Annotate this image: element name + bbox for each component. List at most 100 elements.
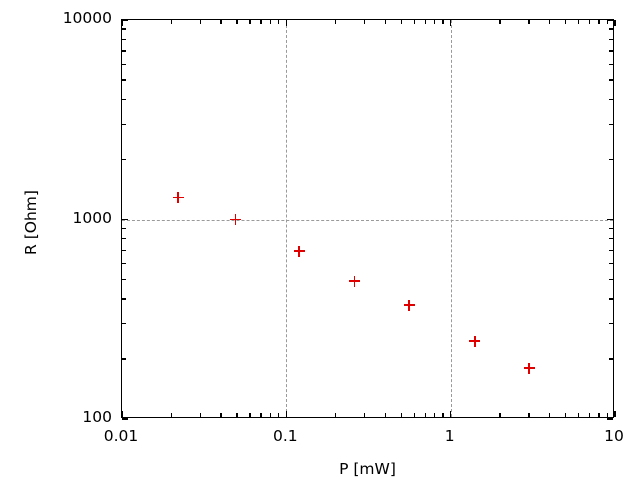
x-tick-top-major <box>285 20 287 26</box>
y-tick-right-major <box>607 218 613 221</box>
x-tick-top-major <box>450 20 452 26</box>
x-tick-minor <box>269 413 272 417</box>
x-tick-top-minor <box>442 20 444 24</box>
y-tick-minor <box>122 50 126 52</box>
y-tick-right-major <box>607 19 613 21</box>
x-tick-top-minor <box>278 20 280 24</box>
y-tick-right-minor <box>609 358 613 360</box>
x-tick-minor <box>598 413 600 417</box>
x-tick-top-minor <box>260 20 262 24</box>
x-tick-minor <box>249 413 251 417</box>
x-tick-top-minor <box>269 20 272 24</box>
x-tick-minor <box>335 413 337 417</box>
y-tick-right-minor <box>609 38 613 40</box>
y-tick-right-minor <box>609 278 613 281</box>
y-axis-title: R [Ohm] <box>22 189 40 255</box>
x-tick-minor <box>400 413 402 417</box>
y-tick-right-minor <box>609 63 613 65</box>
x-tick-major <box>614 411 616 417</box>
x-tick-major <box>450 411 452 417</box>
y-tick-minor <box>122 249 126 252</box>
x-tick-minor <box>170 413 173 417</box>
y-tick-minor <box>122 123 126 125</box>
x-tick-major <box>121 411 123 417</box>
x-tick-top-minor <box>548 20 551 24</box>
x-tick-minor <box>442 413 444 417</box>
x-tick-top-minor <box>424 20 426 24</box>
x-tick-minor <box>434 413 436 417</box>
x-tick-label: 0.01 <box>103 427 139 445</box>
x-tick-minor <box>528 413 530 417</box>
plot-area <box>121 19 616 420</box>
x-tick-minor <box>364 413 366 417</box>
x-tick-top-minor <box>413 20 415 24</box>
x-tick-minor <box>499 413 501 417</box>
x-tick-top-minor <box>249 20 251 24</box>
y-tick-minor <box>122 28 126 30</box>
x-tick-label: 0.1 <box>273 427 298 445</box>
x-tick-top-minor <box>199 20 202 24</box>
y-tick-right-minor <box>609 323 613 325</box>
y-tick-minor <box>122 158 126 161</box>
x-tick-top-minor <box>335 20 337 24</box>
y-tick-major <box>122 19 128 21</box>
x-tick-label: 10 <box>604 427 624 445</box>
data-point-marker <box>293 245 305 257</box>
y-tick-right-minor <box>609 263 613 265</box>
x-tick-top-minor <box>564 20 567 24</box>
x-tick-top-minor <box>220 20 222 24</box>
x-tick-minor <box>588 413 591 417</box>
y-tick-right-minor <box>609 28 613 30</box>
y-tick-minor <box>122 323 126 325</box>
y-tick-right-minor <box>609 238 613 240</box>
x-tick-top-minor <box>499 20 501 24</box>
x-tick-minor <box>199 413 202 417</box>
y-tick-right-minor <box>609 98 613 101</box>
y-tick-right-minor <box>609 227 613 230</box>
x-tick-label: 1 <box>444 427 455 445</box>
data-point-marker <box>469 335 481 347</box>
x-tick-minor <box>424 413 426 417</box>
y-tick-right-minor <box>609 79 613 81</box>
gridline-vertical <box>286 20 288 417</box>
y-tick-label: 10000 <box>62 9 112 27</box>
data-point-marker <box>349 275 361 287</box>
x-tick-top-major <box>614 20 616 26</box>
x-tick-minor <box>564 413 567 417</box>
x-tick-top-minor <box>588 20 591 24</box>
x-tick-minor <box>577 413 580 417</box>
x-tick-minor <box>413 413 415 417</box>
x-tick-major <box>285 411 287 417</box>
x-tick-top-minor <box>434 20 436 24</box>
x-tick-top-minor <box>236 20 238 24</box>
y-tick-right-minor <box>609 249 613 252</box>
x-tick-minor <box>384 413 386 417</box>
y-tick-right-major <box>607 418 613 420</box>
y-tick-minor <box>122 227 126 230</box>
x-tick-minor <box>220 413 222 417</box>
y-tick-major <box>122 418 128 420</box>
x-tick-top-minor <box>400 20 402 24</box>
y-tick-major <box>122 218 128 221</box>
x-tick-top-minor <box>528 20 530 24</box>
x-axis-title: P [mW] <box>339 460 396 478</box>
x-tick-top-minor <box>598 20 600 24</box>
x-tick-minor <box>260 413 262 417</box>
data-point-marker <box>229 214 241 225</box>
y-tick-minor <box>122 298 126 300</box>
y-tick-minor <box>122 79 126 81</box>
x-tick-top-minor <box>384 20 386 24</box>
y-tick-right-minor <box>609 298 613 300</box>
data-point-marker <box>172 191 184 203</box>
x-tick-minor <box>278 413 280 417</box>
x-tick-top-minor <box>170 20 173 24</box>
data-point-marker <box>523 362 535 374</box>
x-tick-top-minor <box>364 20 366 24</box>
x-tick-top-minor <box>606 20 609 24</box>
x-tick-minor <box>236 413 238 417</box>
y-tick-label: 1000 <box>72 208 112 227</box>
x-tick-minor <box>606 413 609 417</box>
y-tick-label: 100 <box>82 408 112 426</box>
y-tick-minor <box>122 38 126 40</box>
